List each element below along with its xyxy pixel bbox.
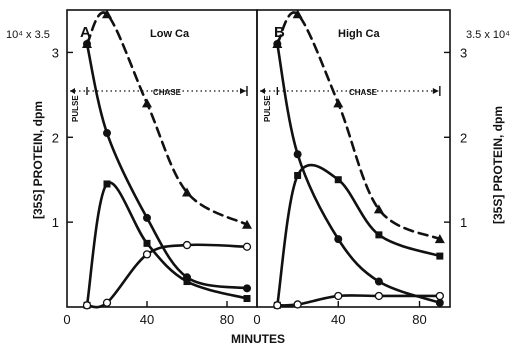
data-point-open-circle-a	[182, 240, 192, 250]
chart-marks: 0 40 80 1 2 3 0 40 80 1 2 3	[52, 9, 467, 327]
y-tick-label-b: 2	[460, 130, 467, 145]
y-tick-label-a: 3	[52, 45, 59, 60]
data-point-open-circle-b	[374, 291, 384, 301]
x-tick-label-a: 0	[63, 312, 70, 327]
y-multiplier-right: 3.5 x 10⁴	[466, 29, 510, 41]
data-point-triangle-b	[333, 98, 344, 108]
chase-label-b: CHASE	[349, 88, 378, 97]
data-point-square-a	[103, 180, 111, 188]
panel-b-frame	[256, 9, 451, 308]
series-line-a-circle	[85, 42, 249, 290]
y-tick-label-a: 2	[52, 130, 59, 145]
pulse-label-b: PULSE	[263, 95, 272, 122]
data-point-circle-b	[273, 39, 282, 48]
data-point-triangle-a	[102, 9, 112, 19]
y-tick-label-a: 1	[52, 215, 59, 230]
data-point-triangle-b	[434, 234, 445, 244]
data-point-square-b	[334, 176, 342, 184]
data-point-triangle-a	[142, 98, 152, 108]
data-point-circle-a	[143, 213, 151, 222]
data-point-square-a	[143, 239, 151, 247]
chase-label-a: CHASE	[153, 88, 182, 97]
y-axis-title-left: [35S] PROTEIN, dpm	[31, 101, 45, 219]
x-tick-label-b: 40	[331, 312, 345, 327]
data-point-open-circle-b	[435, 291, 444, 301]
data-point-open-circle-b	[273, 301, 282, 310]
data-point-circle-b	[334, 235, 343, 244]
data-point-square-b	[294, 171, 302, 179]
x-tick-label-b: 0	[253, 312, 260, 327]
data-point-square-b	[436, 252, 444, 260]
pulse-label-a: PULSE	[71, 95, 80, 122]
panel-b-letter: B	[274, 24, 285, 41]
data-point-circle-a	[83, 39, 91, 48]
y-axis-title-right: [35S] PROTEIN, dpm	[491, 106, 505, 224]
series-line-b-square	[276, 163, 442, 307]
data-point-triangle-a	[182, 187, 192, 197]
data-point-triangle-b	[292, 9, 303, 19]
panel-a-letter: A	[80, 24, 91, 41]
chase-arrowhead-a	[240, 88, 246, 94]
data-point-triangle-a	[242, 219, 252, 229]
y-multiplier-left: 10⁴ x 3.5	[6, 29, 50, 41]
x-tick-label-b: 80	[412, 312, 426, 327]
data-point-open-circle-b	[334, 291, 343, 301]
data-point-square-a	[243, 295, 251, 303]
data-point-triangle-b	[373, 204, 384, 214]
data-point-open-circle-a	[82, 301, 92, 310]
y-tick-label-b: 3	[460, 45, 467, 60]
series-line-a-triangle	[85, 11, 249, 226]
data-point-circle-b	[435, 298, 444, 307]
data-point-circle-b	[293, 150, 302, 159]
y-tick-label-b: 1	[460, 215, 467, 230]
chase-left-arrowhead-b	[260, 88, 265, 94]
x-axis-title: MINUTES	[231, 332, 285, 346]
data-point-open-circle-a	[142, 250, 152, 259]
panel-b-condition: High Ca	[338, 28, 380, 40]
data-point-open-circle-a	[242, 242, 252, 251]
data-point-open-circle-b	[293, 300, 302, 309]
x-tick-label-a: 80	[220, 312, 234, 327]
data-point-circle-b	[374, 277, 383, 286]
chase-left-arrowhead-a	[70, 88, 75, 94]
data-point-square-b	[375, 231, 383, 239]
data-point-circle-a	[243, 284, 251, 293]
series-line-a-square	[85, 181, 249, 307]
series-line-b-triangle	[276, 11, 442, 241]
x-tick-label-a: 40	[140, 312, 154, 327]
data-point-circle-a	[103, 129, 111, 138]
series-line-b-circle	[276, 42, 442, 305]
data-point-square-a	[183, 278, 191, 286]
panel-a-condition: Low Ca	[150, 28, 190, 40]
chase-arrowhead-b	[432, 88, 439, 94]
data-point-open-circle-a	[102, 298, 112, 307]
